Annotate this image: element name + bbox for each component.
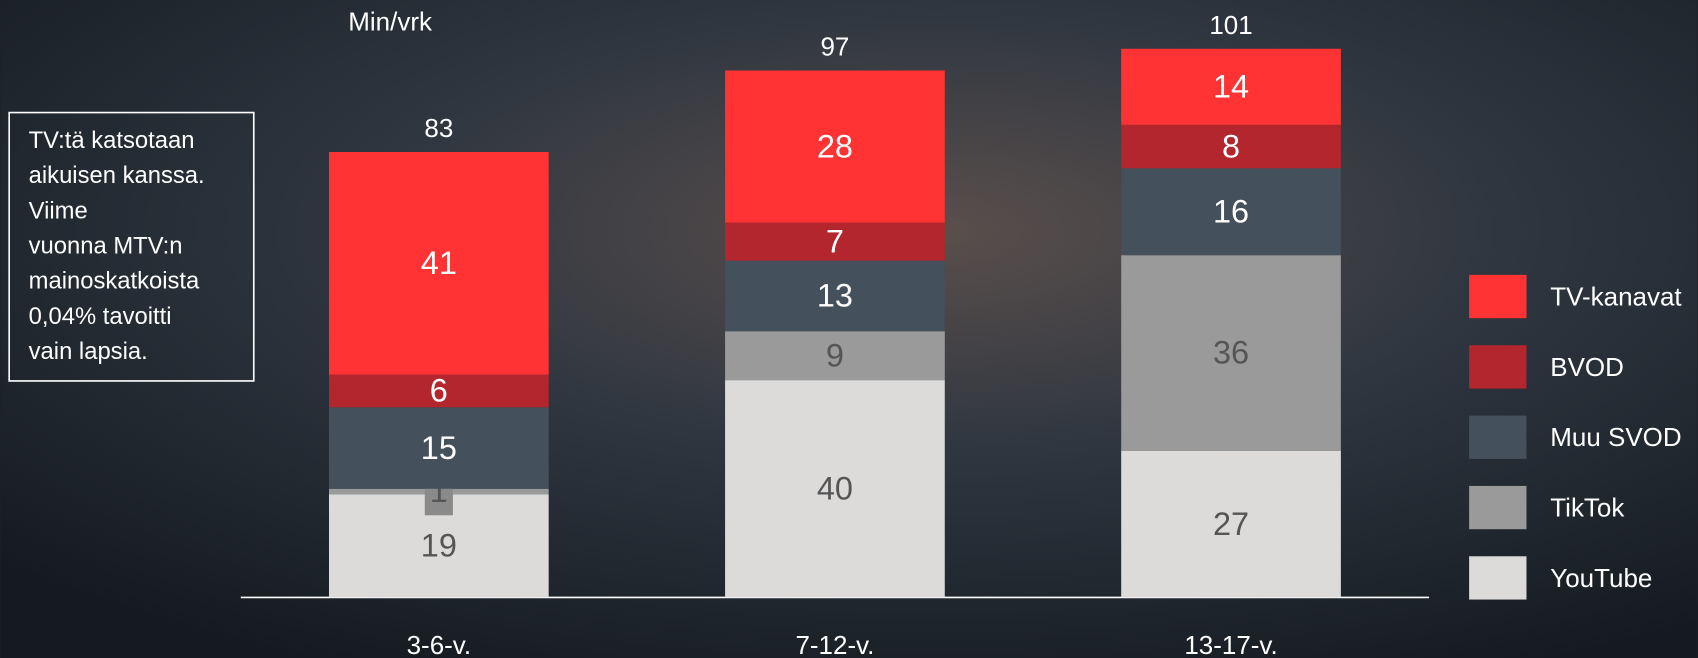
value-label: 16 (1213, 193, 1249, 229)
total-label: 101 (1209, 10, 1252, 40)
value-label: 28 (817, 128, 853, 164)
value-label: 27 (1213, 506, 1249, 542)
value-label: 40 (817, 471, 853, 507)
x-tick-label: 7-12-v. (795, 630, 874, 658)
legend-label: BVOD (1550, 352, 1624, 382)
value-label: 36 (1213, 335, 1249, 371)
legend-swatch (1469, 416, 1526, 459)
page: Min/vrk TV:tä katsotaan aikuisen kanssa. V… (0, 0, 1698, 658)
legend-swatch (1469, 556, 1526, 599)
chart: Min/vrk TV:tä katsotaan aikuisen kanssa. V… (0, 0, 1698, 658)
legend-label: Muu SVOD (1550, 422, 1681, 452)
total-label: 83 (424, 113, 453, 143)
value-label: 41 (421, 245, 457, 281)
annotation-line: Viime (29, 197, 88, 224)
value-label: 7 (826, 223, 844, 259)
unit-label: Min/vrk (348, 7, 433, 37)
annotation-line: 0,04% tavoitti (29, 303, 172, 330)
annotation-line: aikuisen kanssa. (29, 162, 205, 189)
x-tick-label: 3-6-v. (407, 630, 471, 658)
value-label: 13 (817, 278, 853, 314)
annotation-line: mainoskatkoista (29, 268, 200, 295)
value-label: 19 (421, 528, 457, 564)
legend-swatch (1469, 486, 1526, 529)
legend-label: TV-kanavat (1550, 282, 1682, 312)
legend-swatch (1469, 345, 1526, 388)
annotation-line: vuonna MTV:n (29, 233, 183, 260)
total-label: 97 (820, 32, 849, 62)
legend-label: TikTok (1550, 493, 1625, 523)
value-label: 9 (826, 337, 844, 373)
value-label: 14 (1213, 69, 1249, 105)
legend-swatch (1469, 275, 1526, 318)
value-label: 8 (1222, 128, 1240, 164)
value-label: 6 (430, 373, 448, 409)
x-tick-label: 13-17-v. (1184, 630, 1277, 658)
legend-label: YouTube (1550, 563, 1652, 593)
annotation-line: vain lapsia. (29, 338, 148, 365)
annotation-line: TV:tä katsotaan (29, 127, 195, 154)
value-label: 15 (421, 430, 457, 466)
